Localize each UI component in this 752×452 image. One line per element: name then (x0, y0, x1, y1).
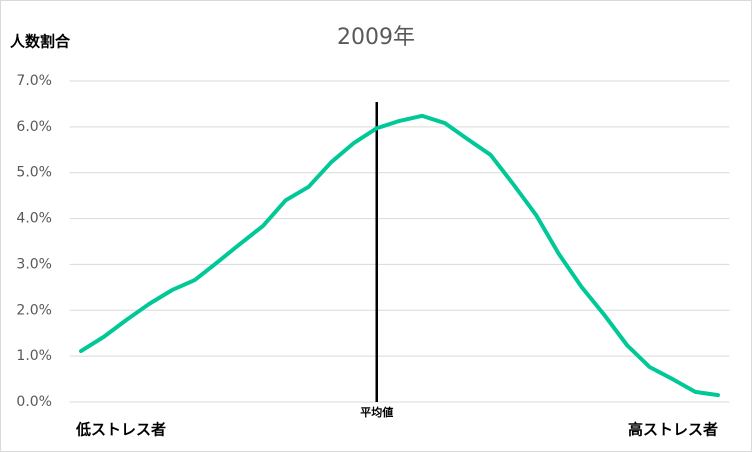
y-tick-label: 2.0% (16, 302, 52, 318)
y-tick-label: 5.0% (16, 165, 52, 181)
y-axis-label: 人数割合 (10, 33, 71, 51)
y-tick-label: 4.0% (16, 211, 52, 227)
y-tick-label: 1.0% (16, 348, 52, 364)
y-tick-label: 6.0% (16, 119, 52, 135)
series-line (78, 113, 721, 398)
right-annotation: 高ストレス者 (628, 421, 718, 439)
y-tick-label: 7.0% (16, 73, 52, 89)
y-tick-label: 0.0% (16, 394, 52, 410)
y-tick-label: 3.0% (16, 256, 52, 272)
left-annotation: 低ストレス者 (75, 421, 166, 439)
chart-title: 2009年 (337, 25, 415, 50)
x-tick-label: 平均値 (360, 405, 393, 419)
